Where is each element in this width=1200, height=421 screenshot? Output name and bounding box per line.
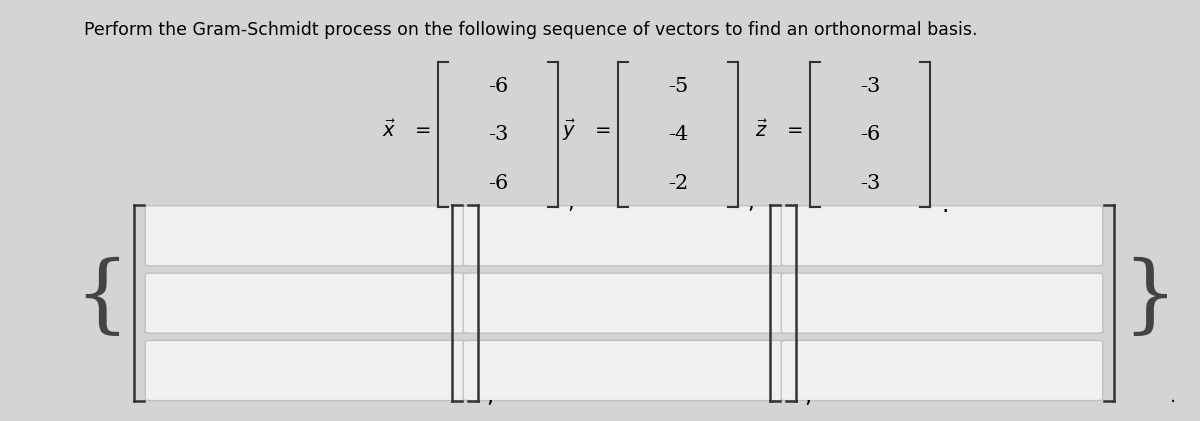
Text: .: . (942, 193, 949, 217)
Text: Perform the Gram-Schmidt process on the following sequence of vectors to find an: Perform the Gram-Schmidt process on the … (84, 21, 978, 39)
Text: ,: , (486, 387, 493, 407)
FancyBboxPatch shape (463, 273, 785, 333)
Text: =: = (415, 121, 432, 140)
Text: -2: -2 (668, 173, 688, 193)
FancyBboxPatch shape (145, 206, 467, 266)
Text: }: } (1122, 257, 1177, 341)
Text: {: { (74, 257, 130, 341)
Text: -6: -6 (488, 77, 508, 96)
Text: -3: -3 (860, 173, 880, 193)
Text: -4: -4 (668, 125, 688, 144)
Text: .: . (1170, 387, 1176, 406)
FancyBboxPatch shape (781, 206, 1103, 266)
Text: -6: -6 (860, 125, 880, 144)
FancyBboxPatch shape (145, 340, 467, 401)
Text: ,: , (748, 193, 755, 213)
Text: =: = (787, 121, 804, 140)
FancyBboxPatch shape (463, 206, 785, 266)
FancyBboxPatch shape (145, 273, 467, 333)
Text: ,: , (568, 193, 575, 213)
FancyBboxPatch shape (463, 340, 785, 401)
Text: $\vec{z}$: $\vec{z}$ (755, 120, 768, 141)
FancyBboxPatch shape (781, 273, 1103, 333)
Text: -3: -3 (860, 77, 880, 96)
Text: -3: -3 (488, 125, 508, 144)
Text: $\vec{x}$: $\vec{x}$ (382, 120, 396, 141)
Text: $\vec{y}$: $\vec{y}$ (562, 118, 576, 143)
Text: =: = (595, 121, 612, 140)
Text: -6: -6 (488, 173, 508, 193)
FancyBboxPatch shape (781, 340, 1103, 401)
Text: ,: , (804, 387, 811, 407)
Text: -5: -5 (668, 77, 688, 96)
